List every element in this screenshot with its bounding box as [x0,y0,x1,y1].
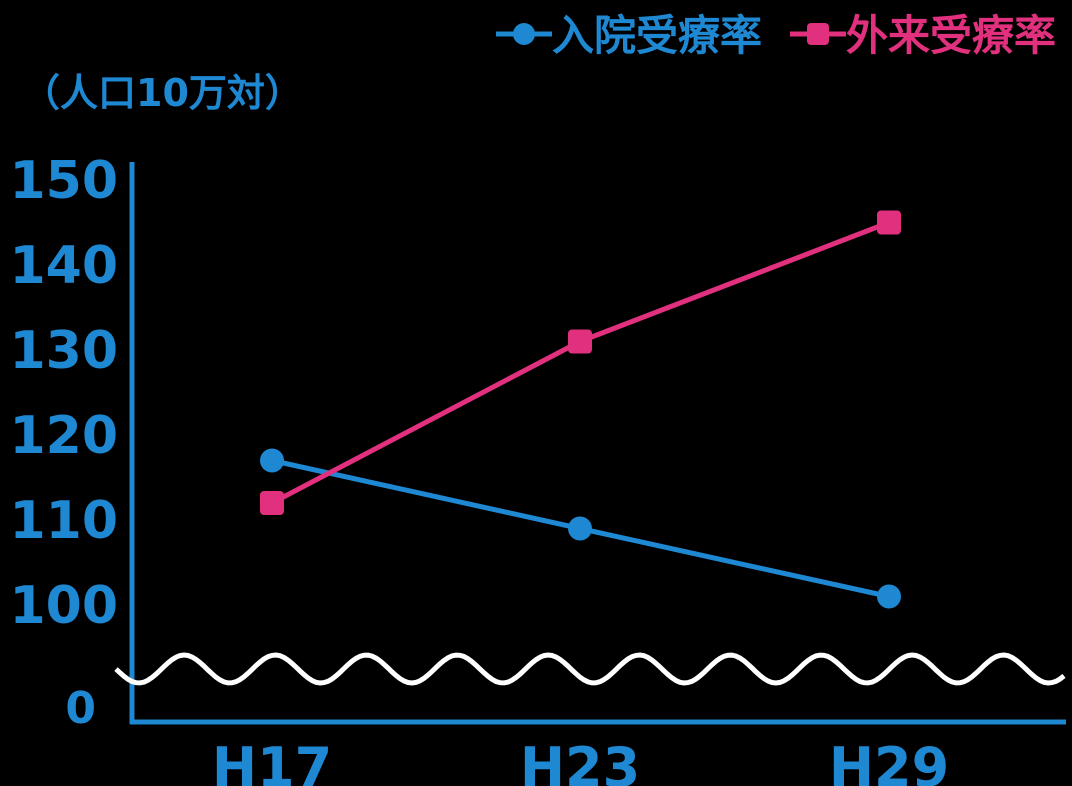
y-tick-label: 100 [9,576,118,636]
legend: 入院受療率 外来受療率 [496,11,1056,60]
y-unit-label: （人口10万対） [22,71,303,115]
legend-label: 外来受療率 [846,11,1056,60]
legend-marker [513,23,535,45]
y-tick-label: 130 [9,321,118,381]
data-point-outpatient [568,329,592,354]
data-point-inpatient [877,584,901,609]
x-tick-labels: H17 H23 H29 [212,736,949,786]
x-tick-label: H17 [212,736,332,786]
series-line-outpatient [270,220,890,506]
y-tick-label: 110 [9,491,118,551]
data-point-inpatient [568,516,592,541]
x-tick-label: H29 [829,736,949,786]
y-tick-label: 140 [9,236,118,296]
legend-marker [807,23,829,45]
x-tick-label: H23 [520,736,640,786]
data-point-outpatient [260,491,284,515]
axis-break-wave [114,652,1066,686]
data-point-inpatient [260,448,284,473]
y-tick-label: 120 [9,406,118,466]
y-tick-label: 150 [9,151,118,211]
data-point-outpatient [877,210,901,235]
legend-label: 入院受療率 [552,11,762,60]
y-tick-labels: 150 140 130 120 110 100 0 [9,151,118,734]
series-layer [260,210,901,609]
y-tick-label: 0 [65,683,96,734]
